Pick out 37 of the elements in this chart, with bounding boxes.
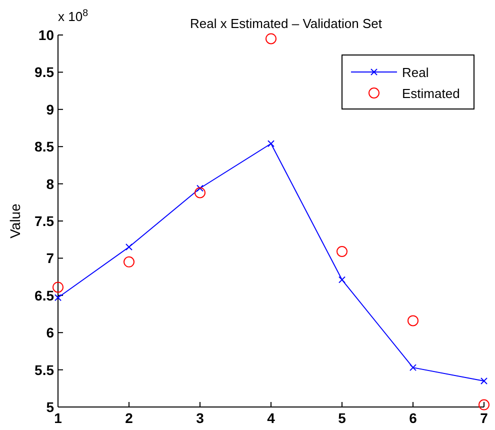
y-tick-label: 10 <box>38 27 54 43</box>
point <box>266 33 276 44</box>
y-tick-label: 6.5 <box>34 287 54 304</box>
point <box>126 244 132 251</box>
x-tick-label: 4 <box>267 410 276 426</box>
y-axis-title: Value <box>7 203 23 238</box>
y-tick-label: 9.5 <box>34 64 54 80</box>
x-tick-label: 5 <box>338 410 346 426</box>
point <box>336 246 348 258</box>
point <box>268 140 274 148</box>
point <box>54 294 62 302</box>
point <box>478 399 490 410</box>
x-tick-label: 2 <box>125 410 134 426</box>
point <box>52 282 64 293</box>
x-tick-label: 1 <box>54 410 62 426</box>
x-tick-label: 7 <box>480 410 488 426</box>
y-tick-label: 6 <box>46 324 54 341</box>
text: x 10$^{8}$ <box>58 8 88 24</box>
point <box>408 315 418 326</box>
y-tick-label: 9 <box>46 101 54 118</box>
point <box>196 184 204 192</box>
legend-label: Estimated <box>402 86 460 101</box>
point <box>338 276 346 284</box>
y-tick-label: 7.5 <box>34 213 54 229</box>
point <box>410 364 416 372</box>
chart-title: Real x Estimated – Validation Set <box>190 16 382 31</box>
y-tick-label: 8 <box>46 176 54 192</box>
point <box>124 256 134 268</box>
y-tick-label: 5.5 <box>34 362 54 378</box>
point <box>194 187 206 198</box>
x-tick-label: 3 <box>196 410 204 426</box>
point <box>480 377 488 384</box>
y-tick-label: 8.5 <box>34 138 54 155</box>
x-tick-label: 6 <box>409 410 418 426</box>
y-tick-label: 5 <box>46 399 54 415</box>
y-tick-label: 7 <box>46 250 54 266</box>
legend-label: Real <box>402 65 429 80</box>
